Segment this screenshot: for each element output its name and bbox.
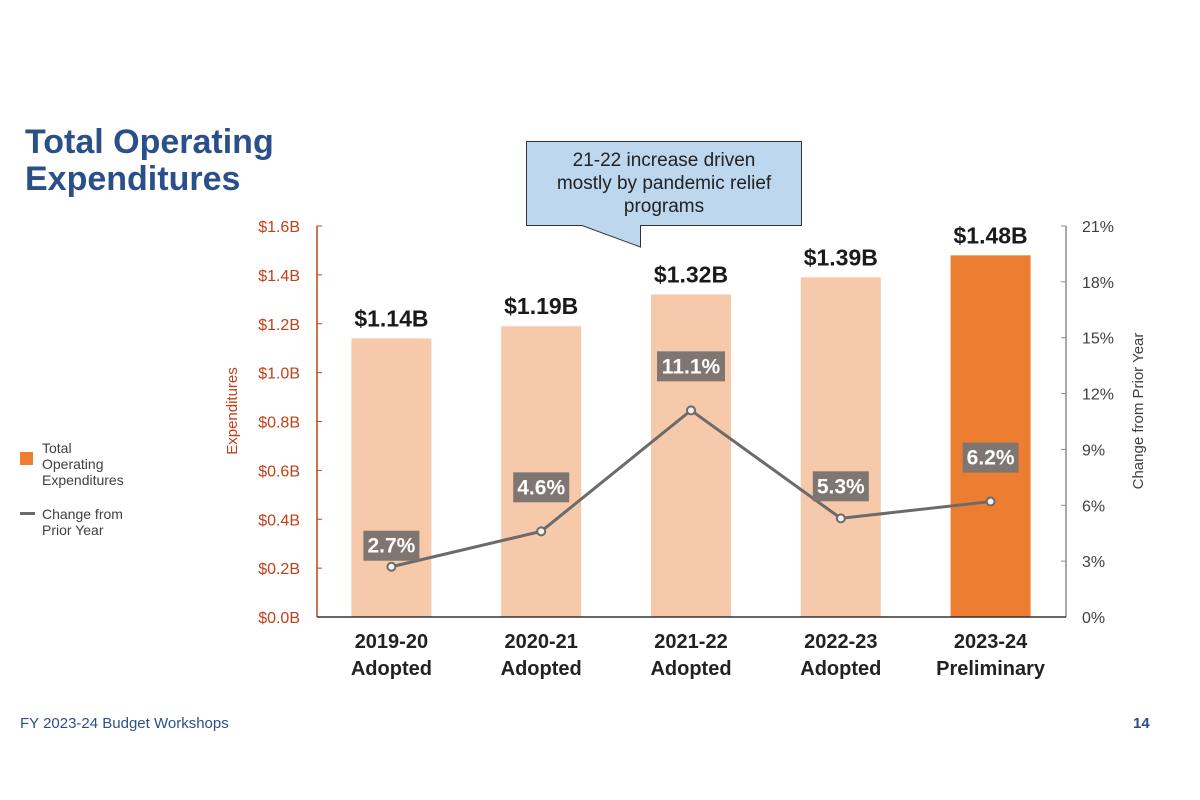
left-axis-title: Expenditures xyxy=(224,367,241,455)
legend-label-change: Change from Prior Year xyxy=(42,506,123,538)
bar-value-label: $1.48B xyxy=(954,222,1028,248)
bar-value-label: $1.19B xyxy=(504,293,578,319)
x-axis-tick-label-status: Adopted xyxy=(800,658,881,680)
x-axis-tick-label-status: Adopted xyxy=(650,658,731,680)
x-axis-tick-label-status: Preliminary xyxy=(936,658,1046,680)
left-axis-tick-label: $1.0B xyxy=(258,366,300,383)
slide-title: Total Operating Expenditures xyxy=(25,124,274,198)
bar-2019-20 xyxy=(351,338,432,617)
right-axis-tick-label: 18% xyxy=(1082,275,1114,292)
change-label: 2.7% xyxy=(367,535,415,558)
left-axis-tick-label: $1.2B xyxy=(258,317,300,334)
bar-value-label: $1.39B xyxy=(804,244,878,270)
left-axis-tick-label: $1.4B xyxy=(258,268,300,285)
change-label-box xyxy=(363,530,420,561)
right-axis-tick-label: 3% xyxy=(1082,554,1105,571)
right-axis-tick-label: 9% xyxy=(1082,442,1105,459)
slide-title-line-2: Expenditures xyxy=(25,160,241,198)
x-axis-tick-label-year: 2020-21 xyxy=(504,631,577,653)
x-axis-tick-label-year: 2019-20 xyxy=(355,631,428,653)
left-axis-tick-label: $0.2B xyxy=(258,561,300,578)
change-point xyxy=(536,526,547,537)
x-axis-tick-label-status: Adopted xyxy=(351,658,432,680)
change-label-box xyxy=(962,442,1019,473)
bar-2023-24 xyxy=(950,255,1031,617)
bar-2020-21 xyxy=(501,326,582,617)
legend-item-change: Change from Prior Year xyxy=(20,506,124,538)
right-axis-tick-label: 15% xyxy=(1082,331,1114,348)
legend-swatch-bar xyxy=(20,452,33,465)
footer-text: FY 2023-24 Budget Workshops xyxy=(20,715,229,732)
change-label: 4.6% xyxy=(517,476,565,499)
left-axis-tick-label: $0.0B xyxy=(258,610,300,627)
change-label-box xyxy=(657,351,725,382)
bar-2022-23 xyxy=(800,277,881,617)
change-point xyxy=(835,513,846,524)
legend-label-expenditures: Total Operating Expenditures xyxy=(42,440,124,488)
x-axis-tick-label-year: 2022-23 xyxy=(804,631,877,653)
change-point xyxy=(386,561,397,572)
right-axis-tick-label: 0% xyxy=(1082,610,1105,627)
left-axis-tick-label: $0.8B xyxy=(258,415,300,432)
right-axis-tick-label: 6% xyxy=(1082,498,1105,515)
legend-swatch-line xyxy=(20,512,35,515)
right-axis-title: Change from Prior Year xyxy=(1130,333,1147,490)
legend-item-expenditures: Total Operating Expenditures xyxy=(20,440,124,488)
x-axis-tick-label-year: 2023-24 xyxy=(954,631,1028,653)
change-label: 11.1% xyxy=(662,355,721,378)
bar-value-label: $1.14B xyxy=(354,305,428,331)
x-axis-tick-label-status: Adopted xyxy=(501,658,582,680)
left-axis-tick-label: $0.6B xyxy=(258,463,300,480)
callout-text: 21-22 increase driven mostly by pandemic… xyxy=(556,149,772,217)
change-label: 5.3% xyxy=(817,475,865,498)
left-axis-tick-label: $1.6B xyxy=(258,219,300,236)
x-axis-tick-label-year: 2021-22 xyxy=(654,631,727,653)
change-point xyxy=(985,496,996,507)
change-label-box xyxy=(513,472,570,503)
bar-value-label: $1.32B xyxy=(654,261,728,287)
callout-shape xyxy=(526,141,802,248)
change-point xyxy=(686,405,696,416)
left-axis-tick-label: $0.4B xyxy=(258,512,300,529)
change-label-box xyxy=(812,471,869,502)
right-axis-tick-label: 12% xyxy=(1082,387,1114,404)
chart-legend: Total Operating Expenditures Change from… xyxy=(20,440,124,556)
bar-2021-22 xyxy=(651,294,731,617)
change-label: 6.2% xyxy=(967,447,1015,470)
right-axis-tick-label: 21% xyxy=(1082,219,1114,236)
page-number: 14 xyxy=(1133,715,1150,732)
slide-title-line-1: Total Operating xyxy=(25,123,274,161)
